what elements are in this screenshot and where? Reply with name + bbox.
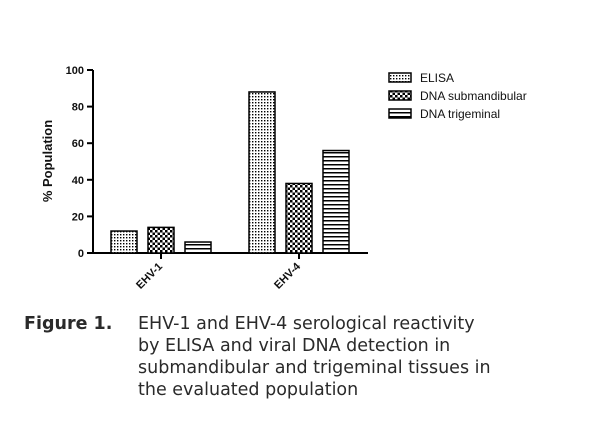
legend-swatch <box>388 72 412 83</box>
y-axis-label: % Population <box>40 120 55 202</box>
y-tick-label: 20 <box>72 211 84 223</box>
caption-line: by ELISA and viral DNA detection in <box>138 336 451 356</box>
figure-caption: Figure 1. EHV-1 and EHV-4 serological re… <box>24 313 584 401</box>
y-tick-label: 40 <box>72 175 84 187</box>
legend: ELISA DNA submandibular DNA trigeminal <box>388 71 527 121</box>
y-tick-label: 60 <box>72 138 84 150</box>
y-tick-label: 80 <box>72 102 84 114</box>
bar-chart: 0 20 40 60 80 100 EHV-1 EHV-4 % Population ELIS… <box>40 65 527 292</box>
caption-line: the evaluated population <box>138 380 359 400</box>
figure-label: Figure 1. <box>24 314 113 334</box>
x-tick-label: EHV-1 <box>134 261 165 292</box>
bar-ehv-4-dna-trigeminal <box>322 149 350 254</box>
bar-ehv-1-elisa <box>110 230 138 254</box>
bar-ehv-4-elisa <box>248 91 276 254</box>
axes <box>87 69 368 259</box>
bar-ehv-1-dna-submandibular <box>147 226 175 254</box>
bars <box>110 91 350 254</box>
legend-swatch <box>388 108 412 119</box>
caption-line: submandibular and trigeminal tissues in <box>138 358 491 378</box>
y-tick-label: 0 <box>78 248 84 260</box>
x-tick-label: EHV-4 <box>272 260 304 292</box>
y-tick-label: 100 <box>66 65 84 77</box>
legend-label: ELISA <box>420 71 454 85</box>
bar-ehv-1-dna-trigeminal <box>184 241 212 254</box>
caption-line: EHV-1 and EHV-4 serological reactivity <box>138 314 475 334</box>
legend-swatch <box>388 90 412 101</box>
legend-label: DNA trigeminal <box>420 107 500 121</box>
bar-ehv-4-dna-submandibular <box>285 182 313 254</box>
legend-label: DNA submandibular <box>420 89 527 103</box>
